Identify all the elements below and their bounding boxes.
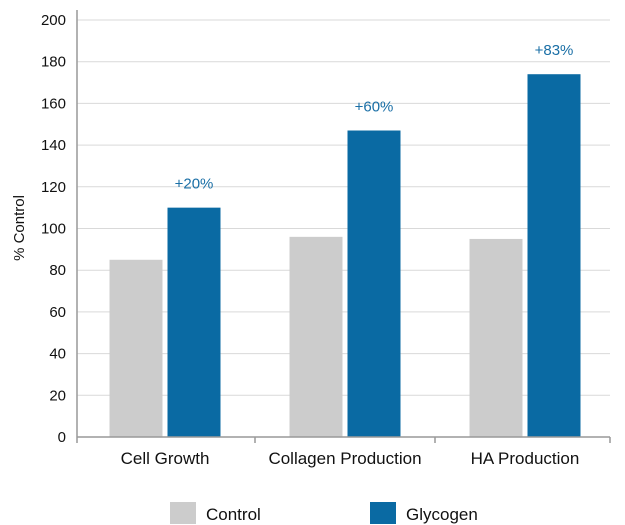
legend-label-glycogen: Glycogen [406,505,478,524]
legend: Control Glycogen [170,502,478,524]
y-tick-label: 200 [41,12,66,29]
x-category-label: Cell Growth [121,449,210,468]
grid-lines [77,19,610,396]
y-tick-label: 0 [58,429,66,446]
data-label: +60% [355,99,394,116]
y-tick-labels: 0 20 40 60 80 100 120 140 160 180 200 [41,12,66,446]
x-category-label: HA Production [471,449,580,468]
axes [76,10,611,443]
legend-swatch-control [170,502,196,524]
legend-swatch-glycogen [370,502,396,524]
bar-glycogen-2 [347,130,401,437]
bar-glycogen-1 [167,207,221,437]
y-tick-label: 100 [41,221,66,238]
bar-control-2 [289,236,343,437]
bars [109,74,581,438]
data-label: +83% [535,42,574,59]
y-tick-label: 20 [49,387,66,404]
x-category-label: Collagen Production [268,449,421,468]
bar-control-1 [109,259,163,437]
y-tick-label: 140 [41,137,66,154]
y-axis-title: % Control [11,195,28,261]
y-tick-label: 180 [41,54,66,71]
data-labels: +20% +60% +83% [175,42,574,192]
y-tick-label: 80 [49,262,66,279]
data-label: +20% [175,176,214,193]
bar-control-3 [469,238,523,437]
y-tick-label: 160 [41,95,66,112]
y-tick-label: 120 [41,179,66,196]
y-tick-label: 60 [49,304,66,321]
y-tick-label: 40 [49,346,66,363]
bar-glycogen-3 [527,74,581,438]
x-category-labels: Cell Growth Collagen Production HA Product… [121,449,580,468]
legend-label-control: Control [206,505,261,524]
